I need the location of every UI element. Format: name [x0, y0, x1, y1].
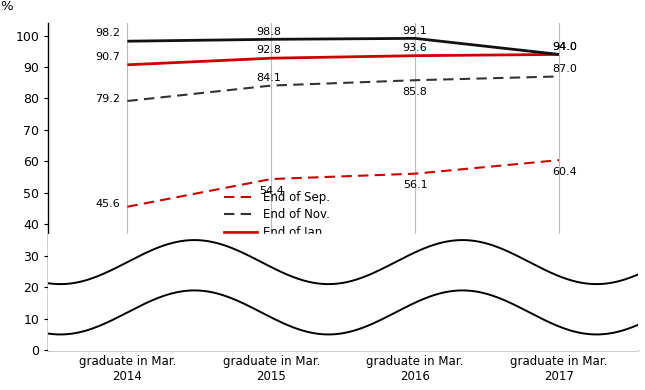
Text: 79.2: 79.2: [95, 94, 121, 104]
Text: 98.8: 98.8: [256, 27, 281, 37]
Text: 85.8: 85.8: [402, 87, 428, 97]
Text: 56.1: 56.1: [402, 180, 428, 190]
Text: 99.1: 99.1: [402, 26, 428, 35]
Text: 93.6: 93.6: [402, 43, 428, 53]
Text: 90.7: 90.7: [95, 52, 121, 62]
Text: 60.4: 60.4: [552, 167, 577, 177]
Text: 84.1: 84.1: [256, 73, 281, 83]
Text: 87.0: 87.0: [552, 64, 577, 74]
Legend: End of Sep., End of Nov., End of Jan., End of March: End of Sep., End of Nov., End of Jan., E…: [219, 186, 345, 262]
Y-axis label: %: %: [1, 0, 14, 13]
Text: 45.6: 45.6: [95, 200, 121, 209]
Text: 98.2: 98.2: [95, 28, 121, 39]
Text: 94.0: 94.0: [552, 42, 577, 51]
Text: 54.4: 54.4: [259, 186, 284, 196]
Text: 94.0: 94.0: [552, 42, 577, 51]
Text: 92.8: 92.8: [256, 45, 281, 55]
